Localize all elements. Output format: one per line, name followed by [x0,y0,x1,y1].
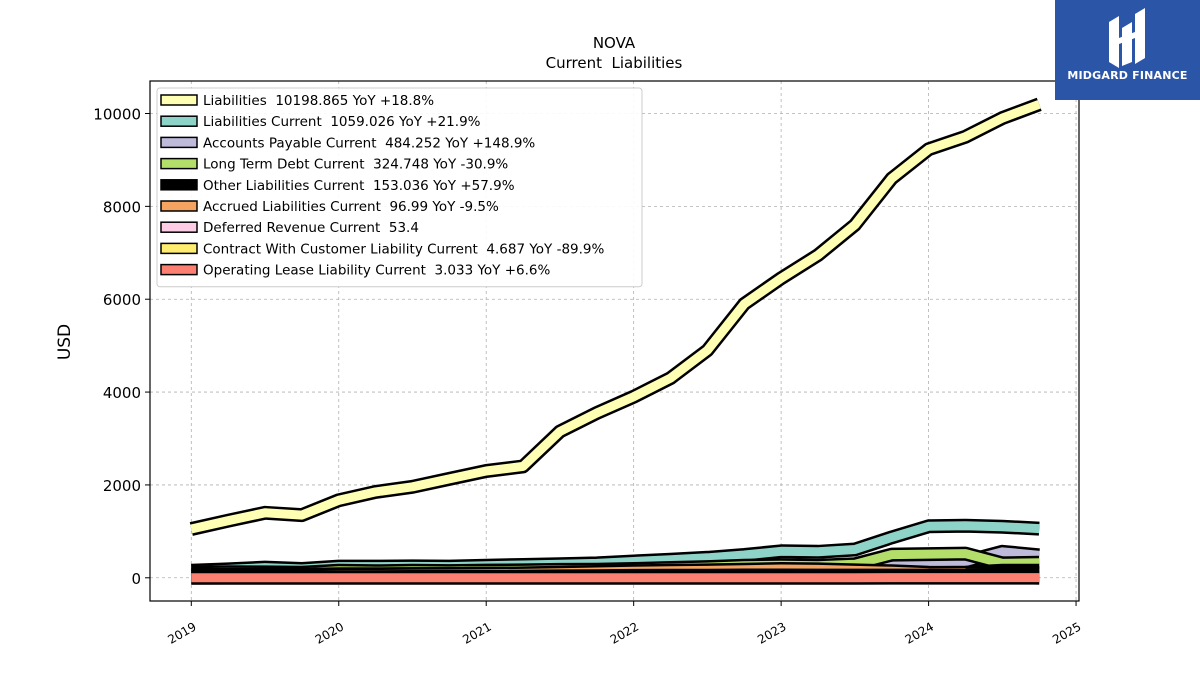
y-tick-label: 6000 [103,291,141,309]
series-liabilities [189,97,1042,536]
x-tick-label: 2023 [755,619,788,646]
y-tick-label: 0 [131,570,141,588]
legend-swatch [160,94,198,106]
legend: Liabilities 10198.865 YoY +18.8% Liabilit… [156,87,643,288]
legend-swatch [160,157,198,170]
logo-mark-icon [1109,8,1145,68]
legend-label: Liabilities Current 1059.026 YoY +21.9% [203,114,481,130]
y-tick-label: 4000 [103,384,141,402]
chart-title: NOVA [593,34,636,52]
brand-logo: MIDGARD FINANCE [1055,0,1200,100]
legend-box [156,87,643,288]
legend-label: Other Liabilities Current 153.036 YoY +5… [203,178,515,194]
legend-label: Long Term Debt Current 324.748 YoY -30.9… [203,157,508,173]
legend-label: Contract With Customer Liability Current… [203,241,605,257]
chart-subtitle: Current Liabilities [546,54,683,72]
legend-label: Accrued Liabilities Current 96.99 YoY -9… [203,199,499,215]
legend-swatch [160,200,198,212]
y-tick-label: 2000 [103,477,141,495]
x-tick-label: 2025 [1050,619,1083,646]
x-tick-label: 2021 [460,619,493,646]
x-tick-label: 2024 [903,619,936,646]
legend-label: Accounts Payable Current 484.252 YoY +14… [203,135,535,151]
legend-label: Deferred Revenue Current 53.4 [203,220,419,236]
legend-swatch [160,136,198,149]
legend-swatch [160,221,198,233]
series-layer [189,97,1042,585]
y-tick-label: 8000 [103,198,141,216]
plot-frame [149,80,1080,602]
y-tick-label: 10000 [93,106,141,124]
legend-swatch [160,115,198,127]
legend-swatch [160,263,198,276]
legend-swatch [160,179,198,191]
legend-label: Liabilities 10198.865 YoY +18.8% [203,93,434,109]
y-axis-label: USD [55,324,75,360]
legend-swatch [160,242,198,255]
x-tick-label: 2019 [165,619,198,646]
series-line [190,100,1041,534]
x-tick-label: 2020 [313,619,346,646]
x-tick-label: 2022 [608,619,641,646]
legend-label: Operating Lease Liability Current 3.033 … [203,263,550,279]
logo-text: MIDGARD FINANCE [1067,69,1188,82]
